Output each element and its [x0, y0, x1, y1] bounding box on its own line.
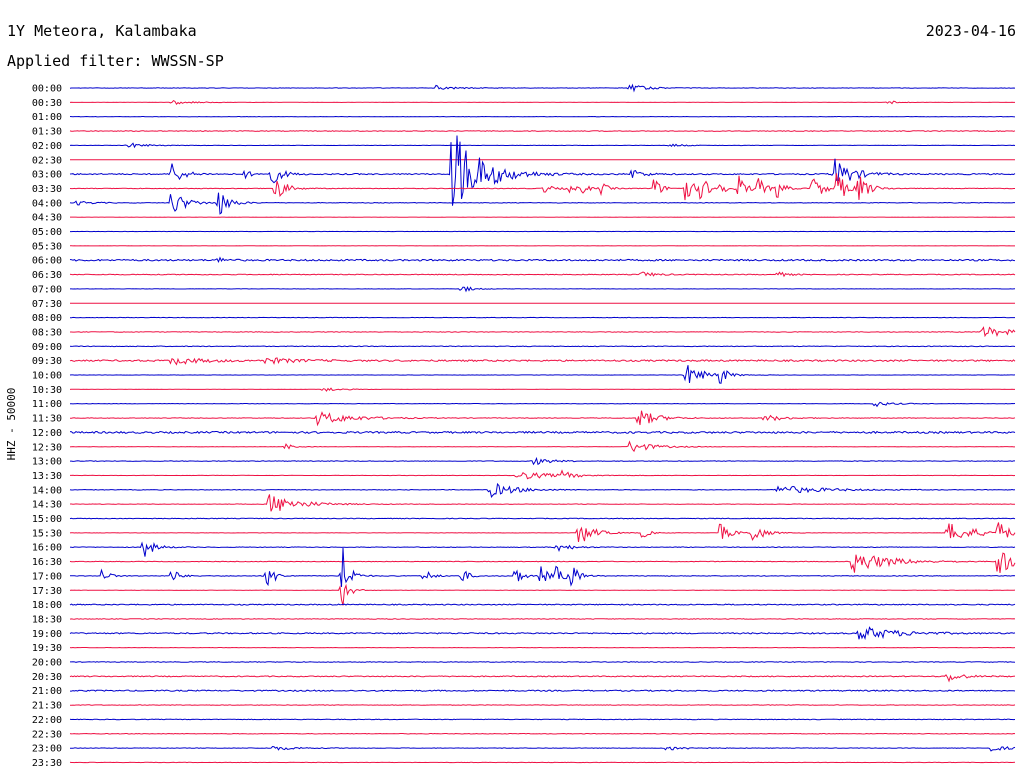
- trace-row-0030: [69, 99, 1015, 106]
- time-tick-label: 10:30: [32, 385, 62, 396]
- trace-row-0700: [70, 286, 1016, 293]
- time-tick-label: 01:30: [32, 127, 62, 138]
- time-tick-label: 05:30: [32, 241, 62, 252]
- time-tick-label: 08:00: [32, 313, 62, 324]
- trace-row-1730: [69, 583, 1016, 606]
- time-tick-label: 13:30: [32, 471, 62, 482]
- time-tick-label: 12:30: [32, 442, 62, 453]
- filter-label: Applied filter: WWSSN-SP: [7, 52, 224, 70]
- trace-row-2100: [70, 689, 1016, 692]
- trace-row-1630: [69, 552, 1016, 573]
- trace-row-1300: [70, 456, 1015, 466]
- trace-row-0130: [69, 130, 1016, 132]
- time-tick-label: 22:00: [32, 715, 62, 726]
- time-tick-label: 21:00: [32, 686, 62, 697]
- trace-row-0400: [69, 192, 1015, 215]
- time-tick-label: 17:30: [32, 586, 62, 597]
- time-tick-label: 09:00: [32, 342, 62, 353]
- time-tick-label: 19:30: [32, 643, 62, 654]
- trace-row-1700: [70, 547, 1016, 587]
- trace-row-1230: [69, 440, 1015, 453]
- time-tick-label: 02:00: [32, 141, 62, 152]
- time-tick-label: 19:00: [32, 629, 62, 640]
- time-tick-label: 23:00: [32, 744, 62, 755]
- trace-row-2230: [69, 732, 1016, 735]
- time-tick-label: 15:00: [32, 514, 62, 525]
- trace-row-0830: [70, 326, 1016, 338]
- trace-row-2000: [70, 661, 1016, 663]
- time-tick-label: 07:00: [32, 284, 62, 295]
- time-tick-labels: 00:00 00:30 01:00 01:30 02:00 02:30 03:00 03:30…: [32, 84, 62, 769]
- time-tick-label: 10:00: [32, 371, 62, 382]
- trace-row-1430: [70, 494, 1015, 512]
- time-tick-label: 21:30: [32, 701, 62, 712]
- trace-row-0200: [69, 142, 1016, 149]
- time-tick-label: 16:00: [32, 543, 62, 554]
- time-tick-label: 03:00: [32, 170, 62, 181]
- time-tick-label: 04:30: [32, 213, 62, 224]
- trace-row-1500: [69, 517, 1016, 520]
- time-tick-label: 23:30: [32, 758, 62, 769]
- time-tick-label: 14:00: [32, 485, 62, 496]
- time-tick-label: 14:30: [32, 500, 62, 511]
- trace-row-2200: [69, 718, 1016, 721]
- time-tick-label: 16:30: [32, 557, 62, 568]
- time-tick-label: 18:00: [32, 600, 62, 611]
- trace-row-1800: [69, 603, 1016, 606]
- time-tick-label: 01:00: [32, 112, 62, 123]
- trace-row-0000: [69, 83, 1016, 93]
- trace-row-1530: [69, 522, 1016, 542]
- time-tick-label: 11:00: [32, 399, 62, 410]
- trace-row-2300: [70, 745, 1016, 752]
- trace-row-0630: [69, 271, 1016, 278]
- trace-row-2130: [70, 704, 1016, 706]
- trace-row-1330: [70, 469, 1016, 480]
- time-tick-label: 22:30: [32, 729, 62, 740]
- time-tick-label: 06:00: [32, 256, 62, 267]
- time-tick-label: 20:30: [32, 672, 62, 683]
- trace-row-1600: [69, 541, 1016, 557]
- time-tick-label: 12:00: [32, 428, 62, 439]
- y-axis-label: HHZ - 50000: [5, 388, 18, 461]
- trace-row-0930: [69, 357, 1016, 366]
- trace-row-1830: [69, 618, 1016, 620]
- time-tick-label: 06:30: [32, 270, 62, 281]
- trace-row-1900: [69, 626, 1016, 641]
- trace-row-1400: [69, 482, 1016, 498]
- seismic-traces: [69, 83, 1016, 764]
- time-tick-label: 05:00: [32, 227, 62, 238]
- trace-row-2030: [69, 674, 1016, 683]
- time-tick-label: 09:30: [32, 356, 62, 367]
- time-tick-label: 04:00: [32, 198, 62, 209]
- time-tick-label: 18:30: [32, 614, 62, 625]
- trace-row-1100: [70, 401, 1016, 408]
- trace-row-0330: [69, 173, 1015, 201]
- trace-row-1000: [69, 365, 1016, 384]
- time-tick-label: 03:30: [32, 184, 62, 195]
- trace-row-1200: [69, 430, 1016, 435]
- time-tick-label: 17:00: [32, 571, 62, 582]
- trace-row-0600: [69, 256, 1016, 264]
- time-tick-label: 13:00: [32, 457, 62, 468]
- time-tick-label: 02:30: [32, 155, 62, 166]
- trace-row-0300: [69, 135, 1016, 206]
- time-tick-label: 00:30: [32, 98, 62, 109]
- time-tick-label: 07:30: [32, 299, 62, 310]
- time-tick-label: 00:00: [32, 84, 62, 95]
- trace-row-1130: [69, 410, 1016, 427]
- time-tick-label: 15:30: [32, 528, 62, 539]
- date-label: 2023-04-16: [926, 22, 1016, 40]
- trace-row-0900: [69, 345, 1016, 348]
- station-title: 1Y Meteora, Kalambaka: [7, 22, 197, 40]
- trace-row-1030: [69, 387, 1015, 392]
- time-tick-label: 20:00: [32, 658, 62, 669]
- time-tick-label: 11:30: [32, 414, 62, 425]
- time-tick-label: 08:30: [32, 327, 62, 338]
